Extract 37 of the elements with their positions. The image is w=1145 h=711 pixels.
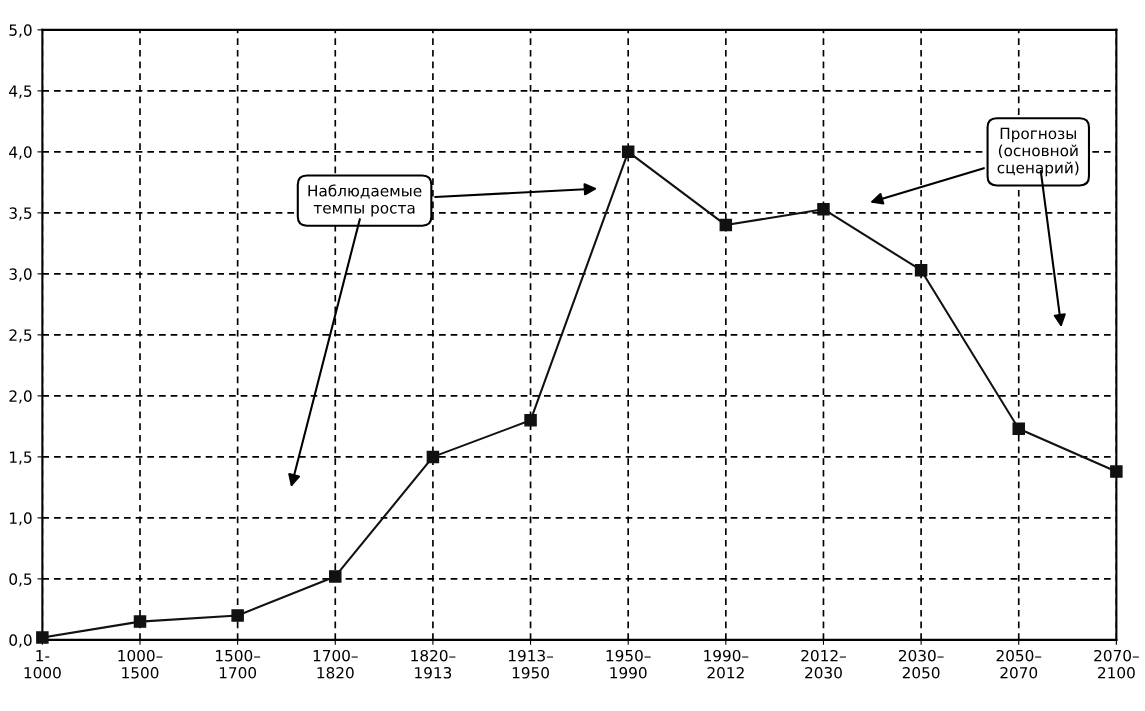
point: [36, 631, 49, 644]
point: [133, 615, 147, 628]
y-tick-label: 2,5: [9, 329, 32, 343]
y-tick-label: 2,0: [9, 390, 32, 404]
x-tick-label: 2070– 2100: [1094, 649, 1139, 679]
y-tick-label: 4,5: [9, 85, 32, 99]
y-tick-label: 3,0: [9, 268, 32, 282]
x-tick-label: 1- 1000: [24, 650, 61, 679]
x-tick-label: 1000– 1500: [118, 649, 163, 679]
y-tick-label: 3,5: [9, 207, 32, 221]
point: [329, 570, 342, 583]
annotation: Наблюдаемые темпы роста: [308, 184, 422, 217]
point: [1012, 422, 1025, 436]
point: [231, 609, 244, 622]
x-tick-label: 1990– 2012: [704, 649, 749, 679]
point: [621, 145, 635, 159]
annotation: Прогнозы (основной сценарий): [997, 127, 1079, 177]
x-tick-label: 2012– 2030: [801, 649, 846, 679]
y-tick-label: 4,0: [9, 146, 32, 160]
point: [914, 263, 928, 277]
x-tick-label: 1950– 1990: [606, 649, 651, 679]
point: [817, 202, 830, 216]
point: [426, 450, 440, 464]
y-tick-label: 0,0: [9, 634, 32, 648]
y-tick-label: 1,5: [10, 451, 32, 465]
x-tick-label: 1913– 1950: [508, 649, 554, 679]
x-tick-label: 2030– 2050: [898, 649, 944, 679]
y-tick-label: 5,0: [9, 24, 32, 38]
y-tick-label: 1,0: [10, 512, 32, 526]
x-tick-label: 1820– 1913: [411, 649, 456, 679]
point: [524, 414, 537, 427]
point: [719, 218, 733, 232]
x-tick-label: 2050– 2070: [996, 649, 1042, 679]
point: [1110, 465, 1123, 478]
x-tick-label: 1500– 1700: [216, 649, 261, 679]
x-tick-label: 1700– 1820: [313, 649, 358, 679]
y-tick-label: 0,5: [9, 573, 32, 587]
